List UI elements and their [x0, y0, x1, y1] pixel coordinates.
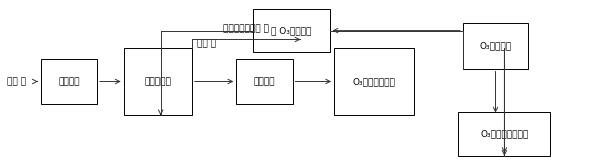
Text: O₃发生器７: O₃发生器７ — [479, 41, 511, 50]
Bar — [124, 48, 192, 115]
Text: 出水排放或回用 ４: 出水排放或回用 ４ — [223, 24, 269, 33]
Text: 余 O₃释放器９: 余 O₃释放器９ — [271, 26, 311, 35]
Bar — [252, 9, 330, 52]
Bar — [236, 59, 293, 104]
Text: O₃接触反应器６: O₃接触反应器６ — [353, 77, 396, 86]
Text: 过滤器５: 过滤器５ — [254, 77, 275, 86]
Bar — [463, 23, 528, 69]
Bar — [41, 59, 97, 104]
Text: 废水 １: 废水 １ — [7, 77, 26, 86]
Bar — [459, 112, 551, 156]
Bar — [334, 48, 414, 115]
Text: 回流 ０: 回流 ０ — [197, 39, 216, 48]
Text: 预处理２: 预处理２ — [58, 77, 80, 86]
Text: 生物处理３: 生物处理３ — [144, 77, 171, 86]
Text: O₃尾气破坏装置８: O₃尾气破坏装置８ — [481, 130, 529, 139]
